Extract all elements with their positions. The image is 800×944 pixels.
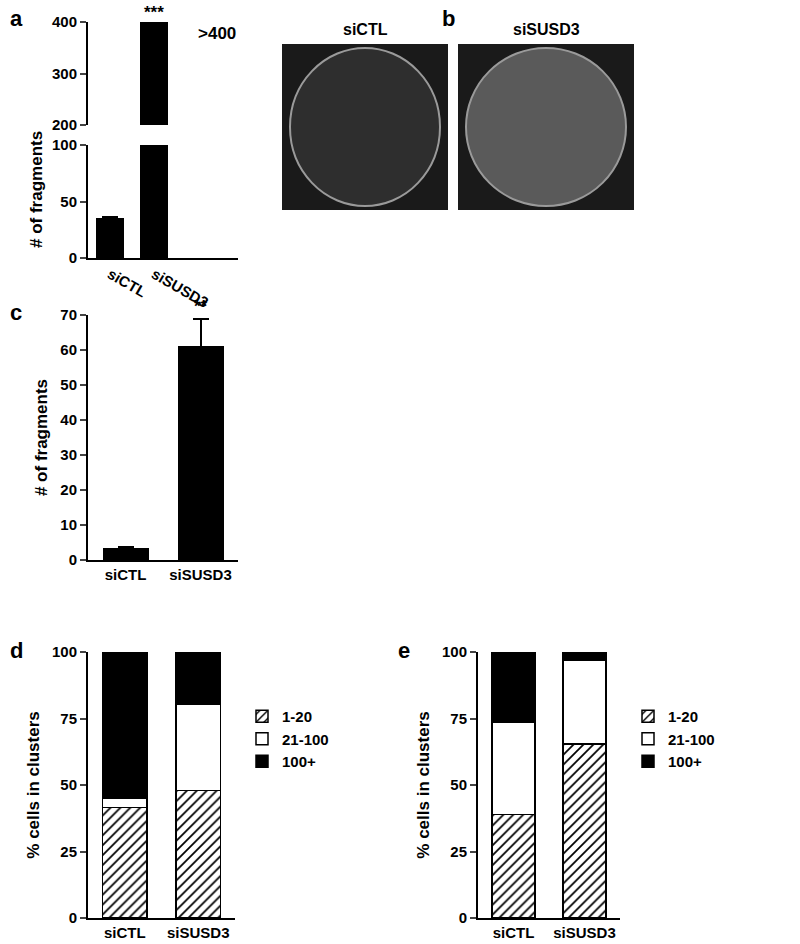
svg-text:% cells in clusters: % cells in clusters: [24, 711, 43, 858]
svg-text:% cells in clusters: % cells in clusters: [414, 711, 433, 858]
svg-text:10: 10: [60, 516, 77, 533]
svg-text:0: 0: [69, 249, 77, 266]
svg-text:siCTL: siCTL: [343, 21, 388, 38]
svg-text:b: b: [442, 6, 455, 31]
svg-text:100+: 100+: [282, 753, 316, 770]
svg-text:>400: >400: [198, 24, 236, 43]
svg-text:100+: 100+: [668, 753, 702, 770]
svg-text:60: 60: [60, 341, 77, 358]
svg-text:siCTL: siCTL: [105, 265, 150, 301]
svg-text:# of fragments: # of fragments: [27, 131, 46, 248]
svg-text:100: 100: [52, 643, 77, 660]
svg-text:0: 0: [69, 909, 77, 926]
svg-text:50: 50: [60, 193, 77, 210]
svg-text:50: 50: [60, 376, 77, 393]
svg-text:100: 100: [442, 643, 467, 660]
svg-text:d: d: [10, 638, 23, 663]
svg-text:30: 30: [60, 446, 77, 463]
svg-text:# of fragments: # of fragments: [32, 379, 51, 496]
svg-text:200: 200: [52, 116, 77, 133]
svg-text:siCTL: siCTL: [105, 566, 147, 583]
svg-text:***: ***: [144, 3, 164, 22]
svg-text:70: 70: [60, 306, 77, 323]
svg-text:0: 0: [459, 909, 467, 926]
svg-text:400: 400: [52, 13, 77, 30]
svg-text:25: 25: [450, 843, 467, 860]
svg-text:siSUSD3: siSUSD3: [169, 566, 232, 583]
svg-text:e: e: [398, 638, 410, 663]
svg-text:a: a: [10, 6, 23, 31]
svg-text:20: 20: [60, 481, 77, 498]
svg-text:1-20: 1-20: [282, 708, 312, 725]
svg-text:siSUSD3: siSUSD3: [149, 265, 212, 311]
svg-text:75: 75: [450, 710, 467, 727]
svg-text:50: 50: [60, 776, 77, 793]
svg-text:75: 75: [60, 710, 77, 727]
svg-text:0: 0: [69, 551, 77, 568]
svg-text:siSUSD3: siSUSD3: [513, 21, 580, 38]
svg-text:21-100: 21-100: [668, 731, 715, 748]
svg-text:25: 25: [60, 843, 77, 860]
svg-text:siCTL: siCTL: [104, 924, 146, 941]
svg-text:300: 300: [52, 65, 77, 82]
svg-text:40: 40: [60, 411, 77, 428]
svg-text:50: 50: [450, 776, 467, 793]
svg-text:siCTL: siCTL: [493, 924, 535, 941]
svg-text:1-20: 1-20: [668, 708, 698, 725]
svg-text:100: 100: [52, 136, 77, 153]
svg-text:21-100: 21-100: [282, 731, 329, 748]
svg-text:c: c: [10, 300, 22, 325]
svg-text:siSUSD3: siSUSD3: [553, 924, 616, 941]
svg-text:siSUSD3: siSUSD3: [167, 924, 230, 941]
svg-text:**: **: [194, 297, 208, 316]
